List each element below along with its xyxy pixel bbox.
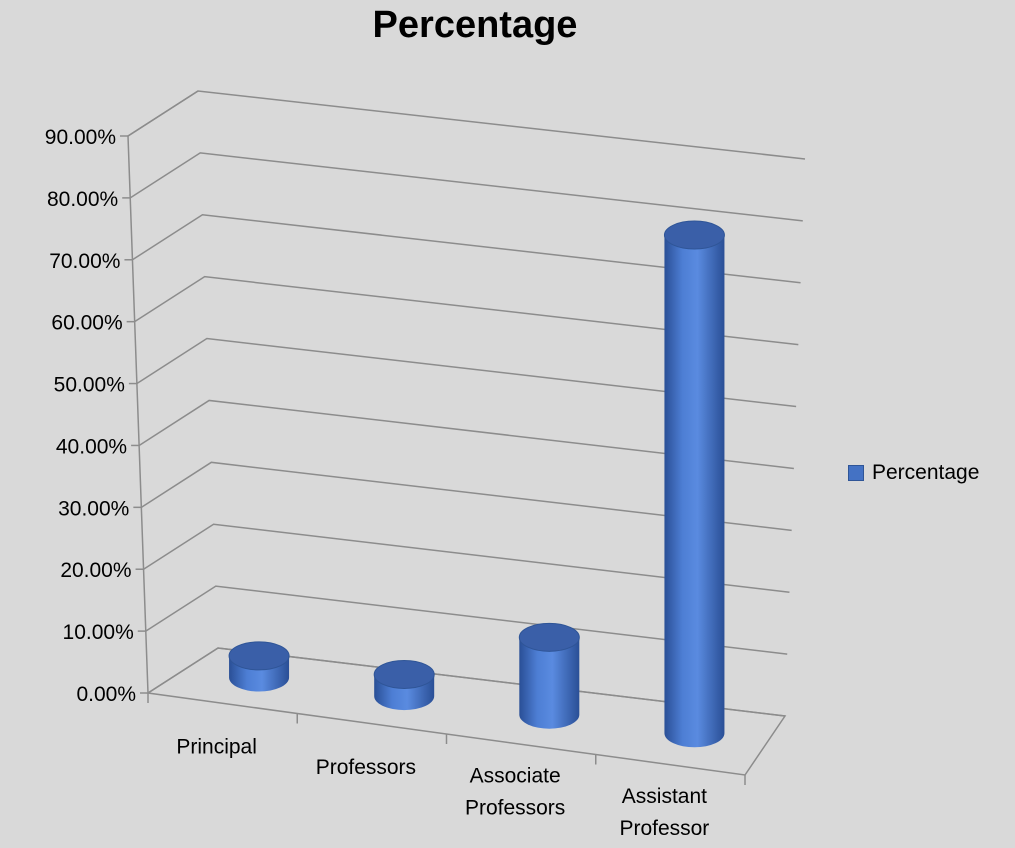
legend-swatch	[848, 465, 864, 481]
bar-top	[663, 220, 725, 250]
y-tick-label: 50.00%	[54, 374, 125, 397]
gridline	[136, 337, 797, 408]
chart-title: Percentage	[372, 4, 578, 46]
y-tick-label: 60.00%	[51, 312, 122, 335]
bar	[519, 637, 580, 729]
gridline	[143, 523, 790, 593]
legend: Percentage	[848, 461, 979, 485]
legend-label: Percentage	[872, 461, 980, 484]
gridline	[138, 399, 794, 470]
x-tick-label-line: Associate	[470, 764, 561, 787]
gridline	[140, 461, 792, 532]
y-tick-label: 70.00%	[49, 250, 120, 273]
gridline	[127, 90, 806, 160]
y-tick-label: 30.00%	[58, 497, 129, 520]
floor-outline	[145, 647, 787, 776]
y-tick-label: 0.00%	[76, 683, 136, 706]
x-tick-label: Associate Professors	[465, 764, 565, 819]
x-tick-label-line: Professors	[465, 796, 565, 819]
gridline	[134, 275, 799, 346]
x-tick-label: Professors	[316, 756, 416, 779]
gridline	[145, 585, 788, 655]
x-tick-label-line: Assistant	[622, 785, 707, 808]
x-tick-label: Principal	[176, 735, 257, 758]
left-wall-edge	[127, 90, 199, 694]
gridline	[132, 214, 801, 284]
x-tick-label-line: Principal	[176, 735, 257, 758]
x-tick-label: Assistant Professor	[619, 785, 709, 840]
y-tick-label: 80.00%	[47, 188, 118, 211]
bar	[664, 235, 725, 748]
x-tick-label-line: Professors	[316, 756, 416, 779]
bar-top	[518, 622, 580, 652]
x-tick-label-line: Professor	[619, 817, 709, 840]
bar-top	[228, 641, 290, 671]
y-tick-label: 40.00%	[56, 435, 127, 458]
y-tick-label: 20.00%	[60, 559, 131, 582]
gridline	[129, 152, 803, 222]
y-tick-label: 10.00%	[63, 621, 134, 644]
y-tick-label: 90.00%	[45, 126, 116, 149]
bar-top	[373, 659, 435, 689]
